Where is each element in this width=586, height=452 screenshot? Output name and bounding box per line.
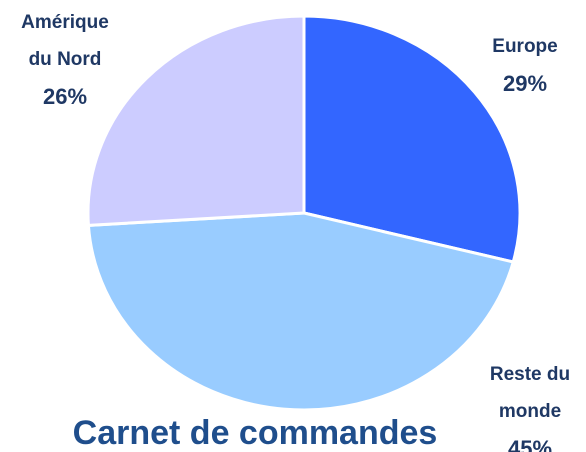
category-label: Amérique du Nord	[21, 12, 109, 70]
value-label: 29%	[502, 71, 548, 96]
pie-slice	[86, 211, 516, 412]
chart-title: Carnet de commandes	[72, 414, 438, 452]
slice-label: Europe 29%	[470, 28, 580, 102]
slice-label: Reste du monde 45%	[475, 356, 585, 452]
pie-slice	[86, 14, 306, 227]
category-label: Europe	[492, 36, 558, 57]
category-label: Reste du monde	[489, 364, 571, 422]
value-label: 45%	[507, 436, 553, 452]
slice-label: Amérique du Nord 26%	[10, 4, 120, 115]
value-label: 26%	[42, 84, 88, 109]
pie-slice	[302, 14, 522, 264]
